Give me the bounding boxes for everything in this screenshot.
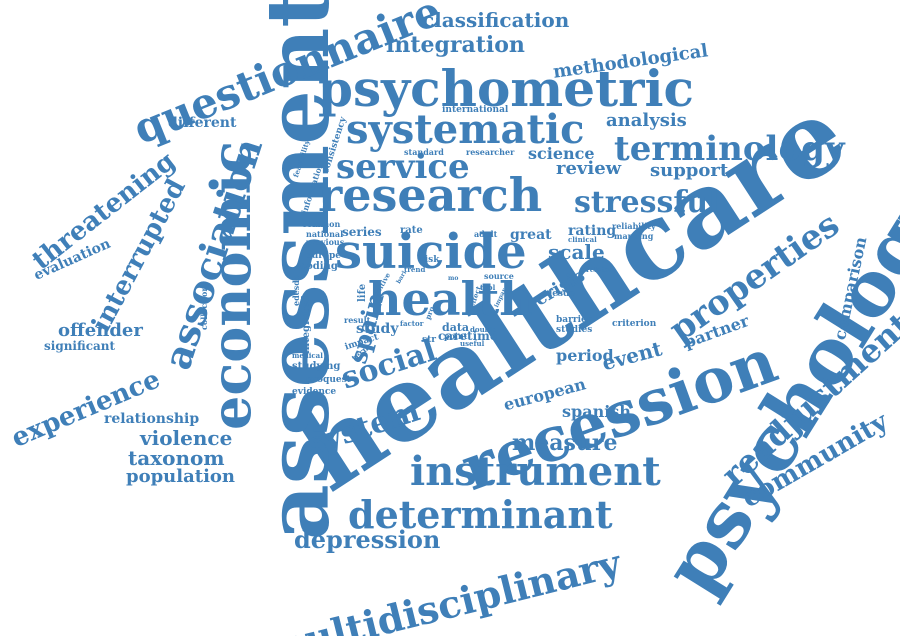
word: science <box>528 144 595 163</box>
word: medical <box>292 351 323 360</box>
word: international <box>442 105 509 115</box>
word: systematic <box>346 106 585 153</box>
word: period <box>556 346 614 365</box>
word: mo <box>448 275 459 282</box>
word: standard <box>404 147 444 157</box>
word: trend <box>404 265 426 274</box>
word: research <box>318 168 543 222</box>
word: evidence <box>292 387 337 397</box>
word: analysis <box>606 110 687 131</box>
word: spanish <box>562 402 631 421</box>
word: result <box>344 315 371 325</box>
word: support <box>650 160 729 181</box>
word: series <box>342 225 382 239</box>
word: reliability <box>612 221 656 231</box>
word: relationship <box>104 411 200 427</box>
word: stressful <box>574 185 720 220</box>
word: barrier <box>556 315 592 325</box>
word: different <box>168 115 237 131</box>
word: double <box>470 325 497 334</box>
word: edesde <box>291 275 301 306</box>
word: related <box>586 265 614 274</box>
word: integration <box>386 32 525 58</box>
word: integrated <box>301 295 312 354</box>
word: mapping <box>614 231 654 241</box>
word: data <box>442 321 470 334</box>
word: suicide <box>335 224 527 280</box>
word: studying <box>292 361 341 372</box>
word: taxonom <box>128 446 225 470</box>
word: population <box>126 466 236 487</box>
word: significant <box>44 339 116 353</box>
word: caretime <box>438 329 498 343</box>
word: criterion <box>612 319 657 329</box>
word: factor <box>400 319 424 328</box>
word: health <box>368 272 533 326</box>
word: desde <box>546 289 576 299</box>
word: rate <box>400 225 423 236</box>
word: source <box>484 271 514 281</box>
word: tool <box>480 283 496 292</box>
word: measure <box>512 430 618 456</box>
word: scale <box>548 240 605 264</box>
word: previous <box>306 237 345 247</box>
word: terminology <box>614 129 845 169</box>
word: classification <box>422 8 570 32</box>
word: common <box>302 219 341 229</box>
word: great <box>510 227 552 243</box>
word: coding <box>300 261 338 272</box>
word: risk <box>420 255 440 265</box>
word: collection <box>199 285 209 330</box>
word: psychometric <box>318 59 694 118</box>
word: life <box>357 283 368 302</box>
word: determinant <box>348 492 613 537</box>
word: violence <box>140 426 233 450</box>
word: researcher <box>466 147 515 157</box>
word: europe <box>306 251 342 261</box>
word: clinical <box>568 235 597 244</box>
word: proquest <box>306 375 351 385</box>
word: study <box>356 321 399 337</box>
word: review <box>556 158 622 179</box>
word: rating <box>568 223 617 239</box>
word: depression <box>294 525 441 554</box>
word: offender <box>58 320 143 341</box>
word: national <box>306 229 344 239</box>
word: adult <box>474 229 498 239</box>
word: service <box>336 147 470 187</box>
word: point <box>444 331 468 341</box>
word: useful <box>460 339 485 348</box>
word: str <box>422 335 436 345</box>
word: studies <box>556 325 593 335</box>
word: instrument <box>410 448 661 495</box>
word: multidisciplinary <box>261 540 626 636</box>
